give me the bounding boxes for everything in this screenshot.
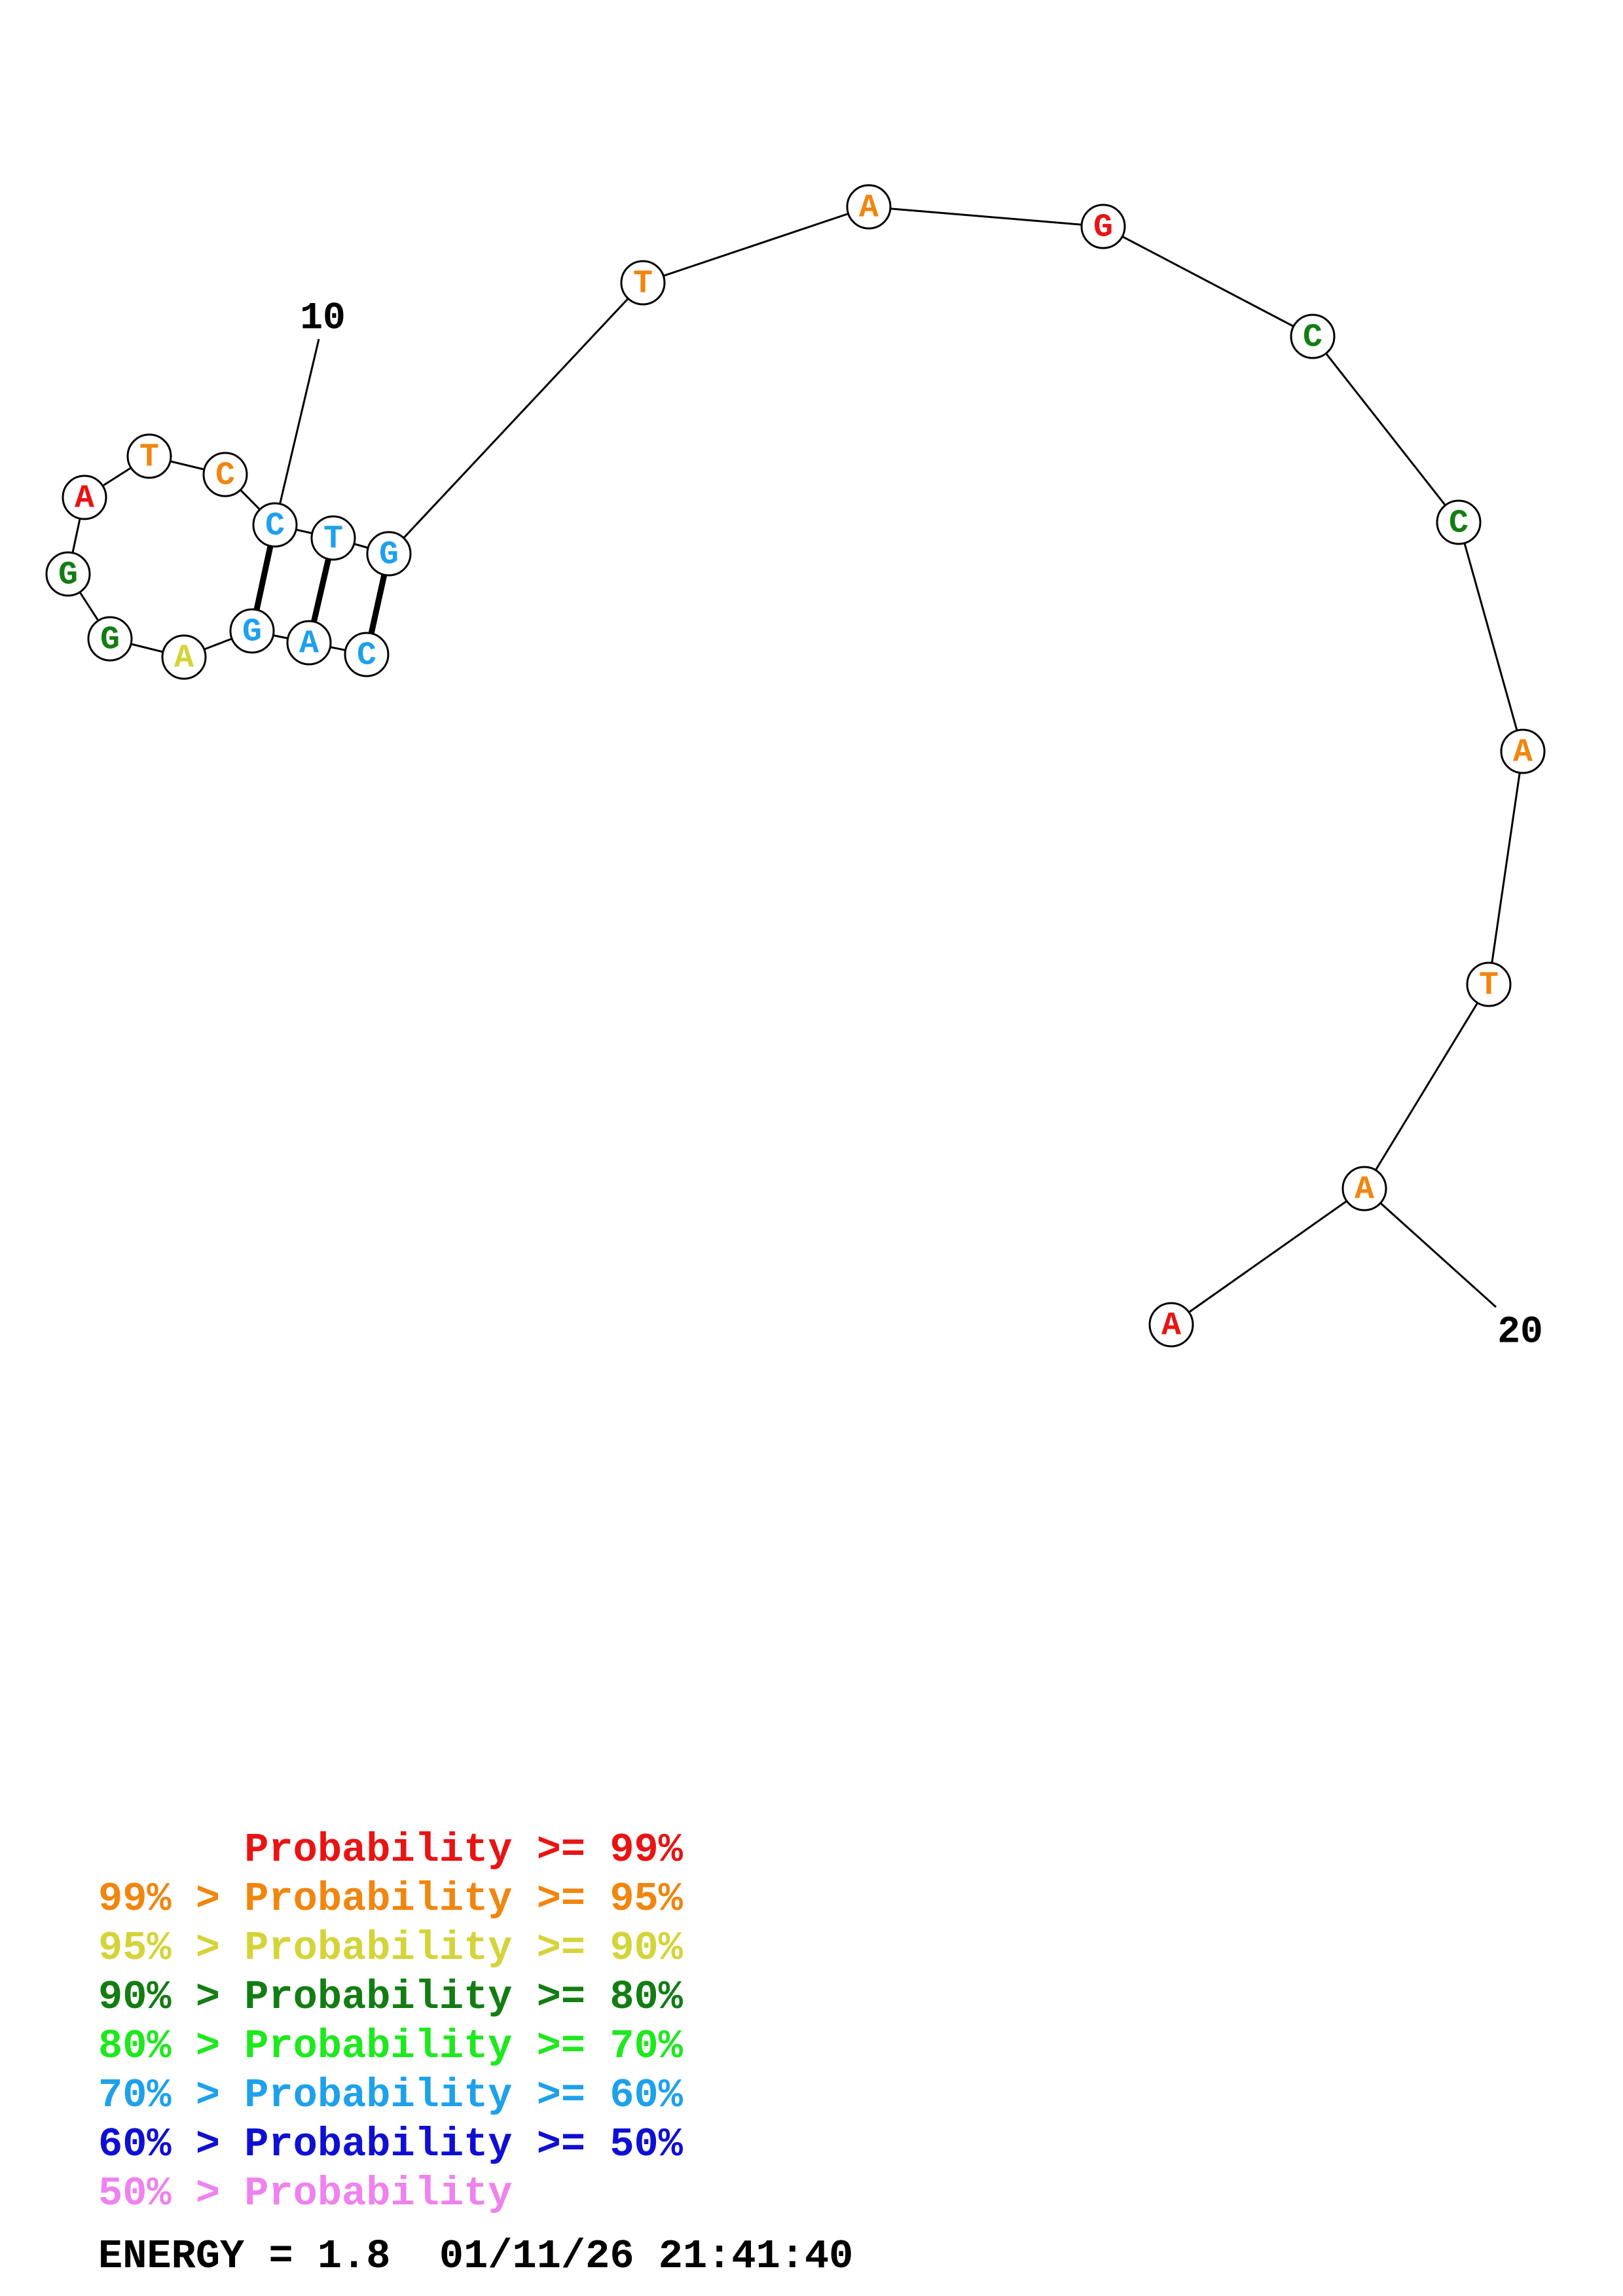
nucleotide-circle (1290, 314, 1336, 359)
nucleotide-letter: A (299, 626, 319, 663)
nucleotide: T (310, 515, 356, 561)
nucleotide-circle (126, 433, 172, 479)
nucleotide: G (45, 551, 91, 597)
nucleotide-circle (1500, 728, 1546, 774)
backbone-link (1457, 522, 1524, 752)
nucleotide: A (846, 184, 892, 230)
nucleotide-letter: C (215, 457, 235, 495)
nucleotide-letter: T (323, 521, 343, 558)
nucleotide-circle (1148, 1302, 1194, 1348)
backbone-link (868, 206, 1104, 228)
nucleotide-circle (846, 184, 892, 230)
nucleotide-circle (620, 260, 666, 306)
nucleotide: C (202, 452, 248, 497)
nucleotide-circle (366, 531, 412, 577)
nucleotide-circle (1341, 1166, 1387, 1211)
nucleotide-letter: T (633, 266, 653, 303)
nucleotide-letter: G (58, 557, 78, 594)
nucleotide: T (620, 260, 666, 306)
nucleotide-letter: C (357, 637, 376, 675)
backbone-link (388, 281, 644, 555)
nucleotide-letter: T (139, 439, 159, 476)
index-ticks: 10 20 (274, 298, 1543, 1354)
nucleotide-letter: G (100, 622, 120, 659)
nucleotide-circle (87, 616, 133, 662)
nucleotide-circle (1466, 961, 1512, 1007)
nucleotide-circle (161, 634, 207, 680)
index-label: 20 (1497, 1312, 1543, 1354)
nucleotide: T (126, 433, 172, 479)
nucleotide: A (286, 620, 332, 666)
nucleotide-letter: T (1479, 967, 1499, 1005)
nucleotide-circle (1436, 499, 1482, 545)
nucleotide-circle (202, 452, 248, 497)
nucleotide-letter: A (859, 190, 879, 227)
nucleotide-letter: A (1513, 734, 1533, 772)
index-label: 10 (300, 298, 346, 340)
nucleotide-letter: A (1355, 1172, 1374, 1209)
nucleotide-letter: A (1161, 1308, 1181, 1345)
nucleotide-letter: C (265, 508, 285, 545)
nucleotide: A (161, 634, 207, 680)
index-tick (274, 338, 320, 526)
nucleotide-letter: G (379, 537, 399, 574)
nucleotide: C (252, 502, 298, 548)
backbone-link (1311, 336, 1460, 523)
nucleotide-circle (1080, 204, 1126, 249)
nucleotide-letter: G (242, 614, 262, 651)
nucleotide-letter: A (174, 640, 194, 677)
nucleotide: C (344, 632, 390, 677)
nucleotide-circle (286, 620, 332, 666)
backbone-link (1487, 751, 1524, 985)
nucleotide: A (1500, 728, 1546, 774)
nucleotide: G (366, 531, 412, 577)
backbone-link (642, 206, 869, 284)
backbone-link (1171, 1187, 1365, 1326)
nucleotide-circle (229, 608, 275, 654)
nucleotide: G (1080, 204, 1126, 249)
backbone (67, 206, 1524, 1326)
nucleotide-circle (252, 502, 298, 548)
nucleotide: G (229, 608, 275, 654)
nucleotide: C (1436, 499, 1482, 545)
nucleotide: C (1290, 314, 1336, 359)
nucleotide-circle (45, 551, 91, 597)
nucleotide: A (62, 475, 107, 520)
nucleotide-circle (310, 515, 356, 561)
nucleotide-circle (62, 475, 107, 520)
nucleotide: A (1148, 1302, 1194, 1348)
backbone-link (1103, 225, 1313, 338)
index-tick (1363, 1187, 1497, 1308)
nucleotide-letter: G (1093, 209, 1113, 247)
nucleotide: A (1341, 1166, 1387, 1211)
nucleotide-letter: C (1303, 319, 1322, 357)
nucleotide-circle (344, 632, 390, 677)
nucleotide: T (1466, 961, 1512, 1007)
nucleotide-letter: C (1449, 505, 1468, 543)
nucleotide-letter: A (75, 480, 94, 518)
backbone-link (1363, 984, 1490, 1189)
nucleotide: G (87, 616, 133, 662)
